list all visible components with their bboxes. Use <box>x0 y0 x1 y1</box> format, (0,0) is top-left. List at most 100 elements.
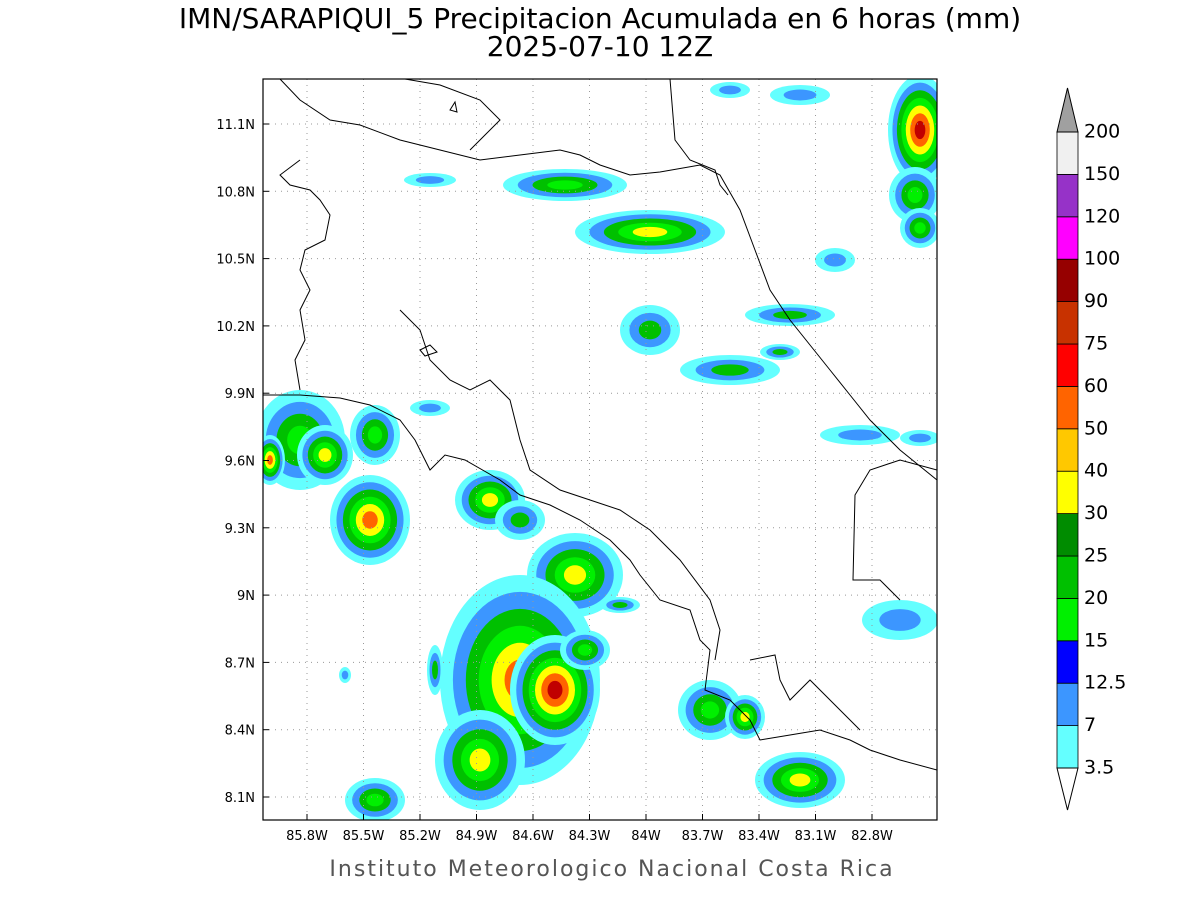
precip-contour <box>612 602 628 608</box>
colorbar-under <box>1056 767 1079 811</box>
precip-contour <box>432 660 438 680</box>
precip-contour <box>638 320 662 340</box>
precip-contour <box>367 426 383 444</box>
colorbar-label: 75 <box>1084 333 1108 355</box>
lon-label: 85.2W <box>399 829 441 844</box>
lon-label: 84W <box>631 829 661 844</box>
precip-field <box>263 79 937 820</box>
colorbar-label: 12.5 <box>1084 672 1126 694</box>
colorbar-label: 150 <box>1084 163 1120 185</box>
colorbar-segment <box>1056 385 1079 430</box>
colorbar-segment <box>1056 343 1079 387</box>
colorbar-segment <box>1056 555 1079 599</box>
precip-contour <box>772 349 788 355</box>
precip-contour <box>700 701 720 719</box>
precip-contour <box>909 433 931 443</box>
lon-label: 83.7W <box>682 829 724 844</box>
lon-label: 84.9W <box>456 829 498 844</box>
lat-label: 10.8N <box>216 185 255 200</box>
coast <box>749 654 861 731</box>
colorbar-segment <box>1056 131 1079 175</box>
lat-label: 8.4N <box>225 724 255 739</box>
colorbar-label: 90 <box>1084 290 1108 312</box>
colorbar-label: 60 <box>1084 375 1108 397</box>
coast <box>279 159 331 391</box>
border-line <box>404 79 501 151</box>
lon-label: 82.8W <box>851 829 893 844</box>
footer: Instituto Meteorologico Nacional Costa R… <box>329 857 894 882</box>
lat-label: 10.2N <box>216 320 255 335</box>
colorbar-label: 20 <box>1084 587 1108 609</box>
colorbar-segment <box>1056 470 1079 515</box>
title: IMN/SARAPIQUI_5 Precipitacion Acumulada … <box>179 2 1021 35</box>
precip-contour <box>547 680 563 700</box>
precip-contour <box>907 187 923 203</box>
precip-contour <box>481 493 499 507</box>
precip-contour <box>773 310 807 320</box>
grid <box>263 79 937 820</box>
precip-contour <box>366 793 384 807</box>
precip-contour <box>318 448 332 462</box>
lat-label: 8.7N <box>225 656 255 671</box>
precip-contour <box>789 773 811 787</box>
precip-contour <box>783 89 817 101</box>
precip-contour <box>711 364 749 376</box>
precip-contour <box>914 222 926 234</box>
coast <box>263 394 937 771</box>
precip-contour <box>824 253 846 267</box>
precip-contour <box>469 748 491 772</box>
precip-contour <box>577 644 593 656</box>
colorbar-segment <box>1056 725 1079 769</box>
lon-label: 84.3W <box>569 829 611 844</box>
precip-contour <box>563 565 587 585</box>
colorbar-label: 15 <box>1084 629 1108 651</box>
axis-labels: 85.8W 85.5W 85.2W 84.9W 84.6W 84.3W 84W 83.7W 83… <box>216 118 893 844</box>
lat-label: 9.9N <box>225 387 255 402</box>
lat-label: 11.1N <box>216 118 255 133</box>
colorbar-label: 50 <box>1084 417 1108 439</box>
lon-label: 84.6W <box>512 829 554 844</box>
colorbar-segment <box>1056 428 1079 472</box>
island <box>449 100 458 113</box>
colorbar-segment <box>1056 216 1079 260</box>
precip-contour <box>719 85 741 95</box>
island <box>419 344 438 357</box>
precip-contour <box>510 512 530 528</box>
colorbar-segment <box>1056 301 1079 345</box>
precip-contour <box>419 403 441 413</box>
colorbar-segment <box>1056 682 1079 727</box>
colorbar-segment <box>1056 258 1079 303</box>
colorbar-over <box>1056 87 1079 133</box>
colorbar-label: 3.5 <box>1084 757 1114 779</box>
lat-label: 9.6N <box>225 455 255 470</box>
lat-label: 10.5N <box>216 253 255 268</box>
plot-frame <box>262 78 938 821</box>
lon-label: 85.5W <box>343 829 385 844</box>
precip-contour <box>362 511 378 529</box>
colorbar-label: 7 <box>1084 714 1096 736</box>
precip-contour <box>341 670 349 680</box>
coastlines <box>263 79 937 771</box>
colorbar-label: 120 <box>1084 205 1120 227</box>
lon-label: 83.1W <box>795 829 837 844</box>
colorbar-label: 200 <box>1084 121 1120 143</box>
border-line <box>669 79 729 196</box>
colorbar: 3.5 7 12.5 15 20 25 30 40 50 60 75 90 100 120 150 200 <box>1056 87 1126 811</box>
precip-contour <box>632 226 668 238</box>
lat-label: 9N <box>237 589 255 604</box>
precip-contour <box>914 120 926 140</box>
coast <box>852 459 937 601</box>
lat-label: 9.3N <box>225 522 255 537</box>
subtitle: 2025-07-10 12Z <box>487 30 713 63</box>
lon-label: 83.4W <box>738 829 780 844</box>
colorbar-segment <box>1056 513 1079 557</box>
colorbar-segment <box>1056 598 1079 642</box>
colorbar-segment <box>1056 173 1079 218</box>
coast <box>399 309 721 661</box>
lon-label: 85.8W <box>286 829 328 844</box>
lat-label: 8.1N <box>225 791 255 806</box>
colorbar-label: 25 <box>1084 545 1108 567</box>
precip-contour <box>879 609 921 631</box>
colorbar-segment <box>1056 640 1079 684</box>
